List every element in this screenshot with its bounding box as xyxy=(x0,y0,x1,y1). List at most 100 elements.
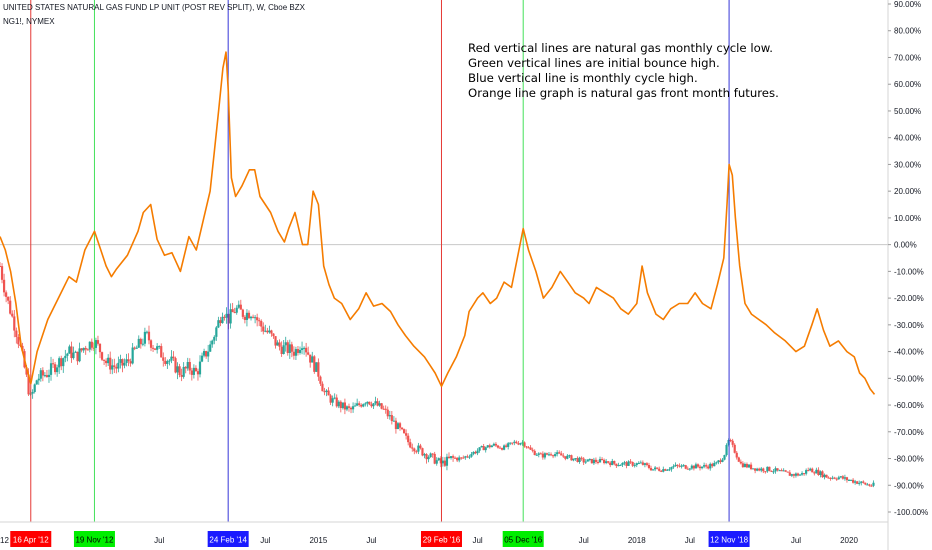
candle-body xyxy=(166,361,169,364)
cycle-lines-layer xyxy=(30,0,730,522)
candle-body xyxy=(200,355,204,362)
candle-body xyxy=(133,347,136,349)
candle-body xyxy=(545,453,549,455)
candle-body xyxy=(235,307,238,313)
candle-body xyxy=(625,462,628,466)
candle-body xyxy=(294,349,298,356)
candle-body xyxy=(400,427,404,430)
candle-body xyxy=(211,340,214,345)
candle-body xyxy=(323,391,326,393)
candle-body xyxy=(690,465,693,469)
candle-body xyxy=(758,468,761,471)
candle-body xyxy=(778,470,781,472)
y-tick-label: 50.00% xyxy=(894,107,921,116)
symbol-title[interactable]: UNITED STATES NATURAL GAS FUND LP UNIT (… xyxy=(3,3,305,12)
candle-body xyxy=(849,479,853,481)
annotation-line-orange: Orange line graph is natural gas front m… xyxy=(468,86,779,100)
candle-body xyxy=(437,458,440,461)
candle-body xyxy=(325,390,328,392)
candle-body xyxy=(668,469,671,471)
candle-body xyxy=(721,459,724,462)
candle-body xyxy=(184,366,187,369)
candle-body xyxy=(417,445,420,452)
candle-body xyxy=(360,404,363,407)
candle-body xyxy=(160,346,163,358)
candle-body xyxy=(260,321,263,327)
y-tick-label: 60.00% xyxy=(894,80,921,89)
candle-body xyxy=(441,460,444,464)
candle-body xyxy=(609,462,612,466)
candle-body xyxy=(239,304,242,310)
candle-body xyxy=(666,469,669,471)
candle-body xyxy=(629,461,632,463)
candle-body xyxy=(280,346,283,354)
candle-body xyxy=(302,347,306,349)
annotation-line-blue: Blue vertical line is monthly cycle high… xyxy=(468,71,698,85)
candle-body xyxy=(517,443,520,445)
candle-body xyxy=(694,464,698,469)
y-tick-label: -20.00% xyxy=(894,294,924,303)
candle-body xyxy=(435,460,438,464)
candle-body xyxy=(329,395,332,403)
candle-body xyxy=(376,401,379,406)
candle-body xyxy=(427,457,430,460)
candle-body xyxy=(651,469,655,471)
candle-body xyxy=(766,466,769,472)
candle-body xyxy=(868,484,871,486)
price-axis[interactable]: 90.00% 80.00% 70.00% 60.00% 50.00% 40.00% 30.0… xyxy=(888,0,928,517)
candle-body xyxy=(486,445,489,448)
candle-body xyxy=(415,451,418,453)
candle-body xyxy=(566,455,569,459)
candle-body xyxy=(276,342,279,346)
candle-body xyxy=(615,463,618,466)
candle-body xyxy=(209,344,212,352)
candle-body xyxy=(696,464,700,467)
candle-body xyxy=(458,457,461,461)
candle-body xyxy=(372,403,375,407)
candle-body xyxy=(482,446,485,451)
candle-body xyxy=(631,462,634,466)
candle-body xyxy=(513,441,516,443)
candle-body xyxy=(256,317,259,321)
candle-body xyxy=(305,347,308,353)
candle-body xyxy=(682,465,685,467)
time-axis[interactable]: 2012 Jul Jul 2015 Jul Jul Jul 2018 Jul Jul 2020 xyxy=(0,536,858,545)
x-tick-label: Jul xyxy=(366,536,376,545)
candle-body xyxy=(76,351,79,362)
candle-body xyxy=(380,403,383,409)
candle-body xyxy=(739,461,742,464)
candle-body xyxy=(354,405,357,407)
cycle-tag-bg xyxy=(10,531,52,547)
candle-body xyxy=(600,459,604,461)
candle-body xyxy=(786,471,789,473)
candle-body xyxy=(527,447,530,449)
candle-body xyxy=(823,474,826,478)
candle-body xyxy=(621,462,624,465)
cycle-tag-bg xyxy=(502,531,544,547)
candle-body xyxy=(582,458,585,463)
ng-futures-line xyxy=(0,51,876,395)
candle-body xyxy=(470,454,473,457)
candle-body xyxy=(207,351,210,357)
candle-body xyxy=(378,403,381,406)
candle-body xyxy=(392,420,395,422)
candle-body xyxy=(519,443,522,445)
candle-body xyxy=(743,463,747,468)
candle-body xyxy=(478,447,481,451)
candle-body xyxy=(505,445,508,447)
candle-body xyxy=(447,456,451,459)
candle-body xyxy=(756,468,759,471)
candle-body xyxy=(9,300,12,314)
candle-body xyxy=(735,452,738,458)
candle-body xyxy=(272,333,275,337)
candle-body xyxy=(143,331,147,344)
candle-body xyxy=(637,463,640,465)
candle-body xyxy=(774,468,777,472)
candle-body xyxy=(733,444,736,453)
candle-body xyxy=(102,359,106,361)
candle-body xyxy=(862,481,865,483)
candle-body xyxy=(558,452,561,454)
candle-body xyxy=(117,362,120,369)
compare-symbol-label[interactable]: NG1!, NYMEX xyxy=(3,17,55,26)
